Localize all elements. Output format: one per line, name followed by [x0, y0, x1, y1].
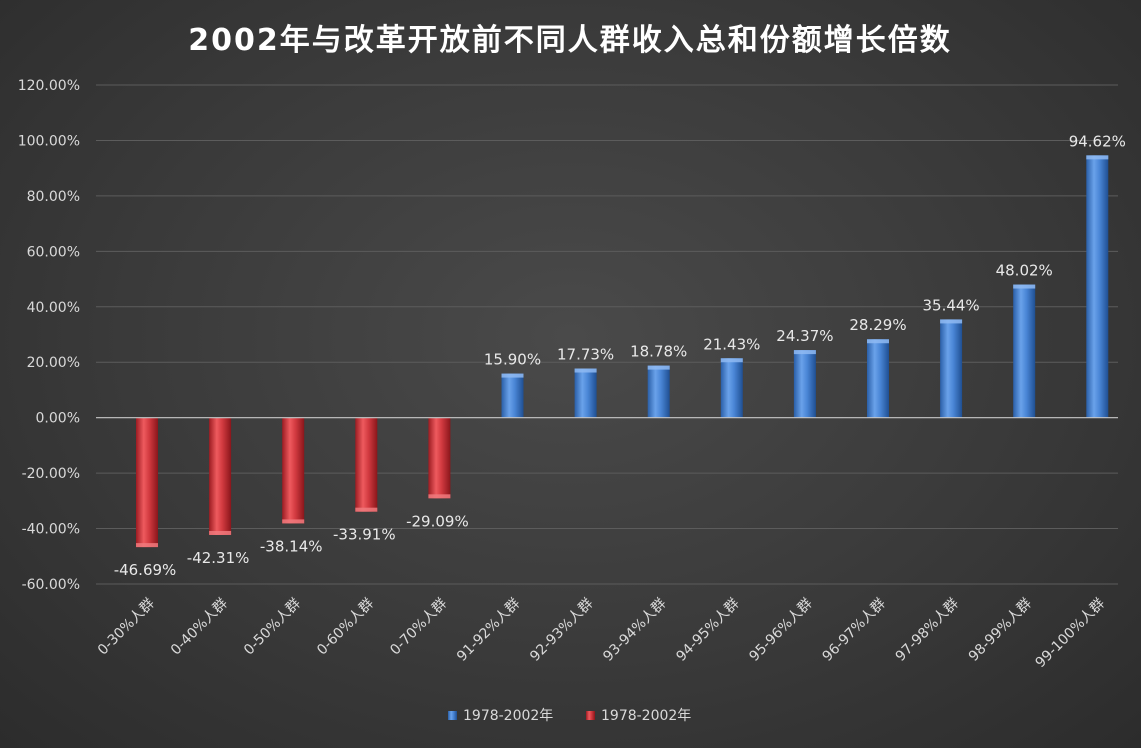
- bar-red: [209, 417, 232, 535]
- legend-item-blue: 1978-2002年: [448, 708, 553, 724]
- bar-body: [720, 358, 743, 418]
- legend-label-blue: 1978-2002年: [463, 708, 553, 724]
- y-tick-label: -60.00%: [22, 577, 80, 593]
- x-tick-label: 91-92%人群: [454, 596, 523, 665]
- x-tick-label: 94-95%人群: [673, 596, 742, 665]
- data-label: 94.62%: [1069, 132, 1126, 150]
- bar-body: [501, 373, 524, 418]
- bar-body: [428, 417, 451, 499]
- bar-cap: [867, 339, 889, 344]
- bar-cap: [136, 543, 158, 548]
- x-tick-label: 92-93%人群: [527, 596, 596, 665]
- gridlines: [96, 84, 1118, 585]
- bar-red: [428, 417, 451, 499]
- x-tick-label: 97-98%人群: [893, 596, 962, 665]
- bar-body: [574, 368, 597, 418]
- bar-cap: [793, 350, 816, 355]
- data-label: 35.44%: [922, 296, 979, 314]
- y-tick-label: 80.00%: [27, 189, 80, 205]
- data-label: 21.43%: [703, 335, 760, 353]
- bar-blue: [1086, 155, 1109, 418]
- bar-body: [355, 417, 378, 512]
- x-tick-label: 0-40%人群: [168, 596, 231, 659]
- bar-body: [647, 365, 670, 418]
- bar-body: [209, 417, 232, 535]
- bar-blue: [1013, 284, 1036, 418]
- bar-cap: [209, 530, 232, 535]
- y-tick-label: 120.00%: [18, 78, 80, 94]
- bar-body: [282, 417, 305, 524]
- data-label: -38.14%: [260, 537, 323, 555]
- bar-cap: [1086, 155, 1109, 160]
- x-tick-label: 93-94%人群: [600, 596, 669, 665]
- x-tick-label: 95-96%人群: [746, 596, 815, 665]
- y-tick-label: 40.00%: [27, 300, 80, 316]
- legend-item-red: 1978-2002年: [586, 708, 691, 724]
- x-axis-ticks: 0-30%人群 0-40%人群 0-50%人群 0-60%人群 0-70%人群 91-92…: [95, 596, 1108, 672]
- data-label: 15.90%: [484, 351, 541, 369]
- x-tick-label: 0-60%人群: [314, 596, 377, 659]
- x-tick-label: 0-50%人群: [241, 596, 304, 659]
- bar-body: [867, 339, 889, 418]
- bar-body: [136, 417, 158, 548]
- data-label: -46.69%: [114, 561, 177, 579]
- x-tick-label: 0-30%人群: [95, 596, 158, 659]
- legend-label-red: 1978-2002年: [601, 708, 691, 724]
- bar-body: [793, 350, 816, 418]
- x-tick-label: 96-97%人群: [820, 596, 889, 665]
- bar-blue: [940, 319, 963, 418]
- bar-body: [940, 319, 963, 418]
- bar-blue: [793, 350, 816, 418]
- y-tick-label: -20.00%: [22, 466, 80, 482]
- legend: 1978-2002年 1978-2002年: [448, 708, 691, 724]
- bar-cap: [647, 365, 670, 370]
- bar-red: [355, 417, 378, 512]
- y-tick-label: 100.00%: [18, 133, 80, 149]
- bar-cap: [1013, 284, 1036, 289]
- bar-blue: [720, 358, 743, 418]
- x-tick-label: 98-99%人群: [966, 596, 1035, 665]
- bar-red: [282, 417, 305, 524]
- x-tick-label: 99-100%人群: [1033, 596, 1109, 672]
- bar-cap: [355, 507, 378, 512]
- bar-cap: [501, 373, 524, 378]
- bar-cap: [428, 494, 451, 499]
- chart-title: 2002年与改革开放前不同人群收入总和份额增长倍数: [188, 23, 952, 58]
- bar-cap: [940, 319, 963, 324]
- legend-swatch-blue: [448, 711, 457, 720]
- data-labels: -46.69% -42.31% -38.14% -33.91% -29.09% 15.90…: [114, 132, 1126, 579]
- legend-swatch-red: [586, 711, 595, 720]
- bar-cap: [282, 519, 305, 524]
- bar-body: [1086, 155, 1109, 418]
- data-label: 48.02%: [996, 262, 1053, 280]
- y-tick-label: -40.00%: [22, 522, 80, 538]
- bar-cap: [574, 368, 597, 373]
- data-label: -29.09%: [406, 512, 469, 530]
- data-label: 28.29%: [849, 316, 906, 334]
- data-label: 24.37%: [776, 327, 833, 345]
- bar-red: [136, 417, 158, 548]
- bar-blue: [501, 373, 524, 418]
- bar-blue: [867, 339, 889, 418]
- data-label: -33.91%: [333, 526, 396, 544]
- bar-blue: [574, 368, 597, 418]
- y-tick-label: 20.00%: [27, 355, 80, 371]
- y-tick-label: 60.00%: [27, 244, 80, 260]
- data-label: 18.78%: [630, 343, 687, 361]
- bars: [136, 155, 1109, 548]
- data-label: -42.31%: [187, 549, 250, 567]
- y-axis-ticks: 120.00% 100.00% 80.00% 60.00% 40.00% 20.00% 0.…: [18, 78, 80, 593]
- x-tick-label: 0-70%人群: [387, 596, 450, 659]
- bar-blue: [647, 365, 670, 418]
- y-tick-label: 0.00%: [36, 411, 80, 427]
- bar-cap: [720, 358, 743, 363]
- data-label: 17.73%: [557, 346, 614, 364]
- bar-body: [1013, 284, 1036, 418]
